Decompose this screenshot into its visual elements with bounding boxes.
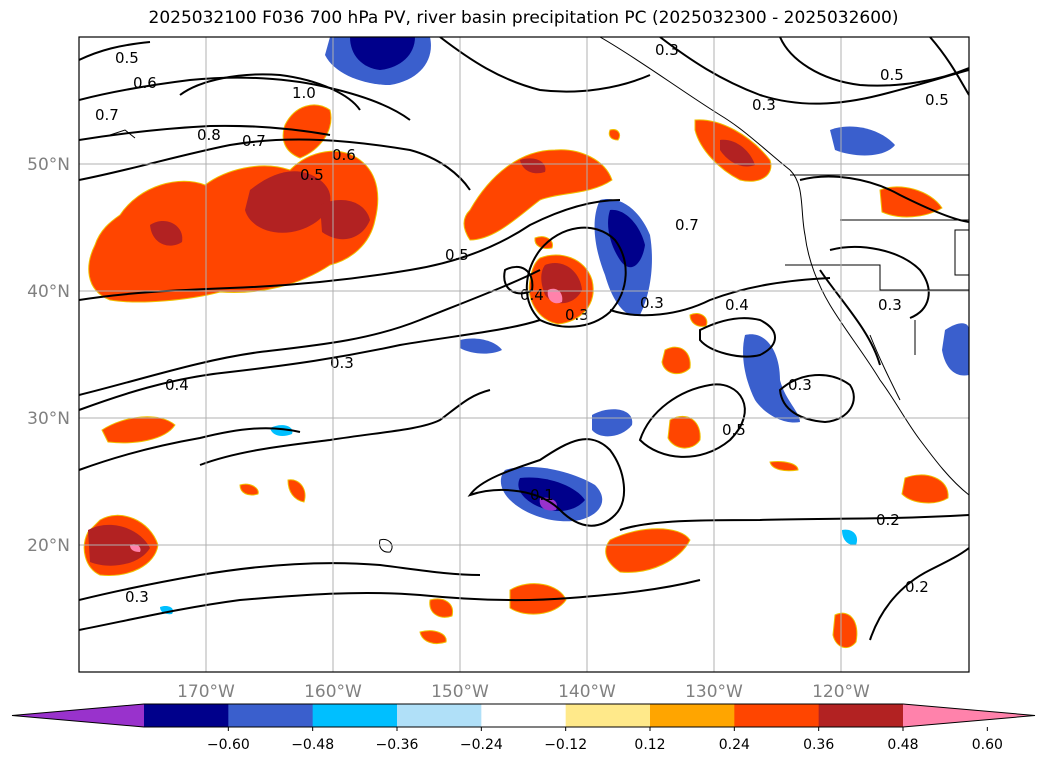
colorbar-tick-label: −0.24 [460, 737, 503, 753]
contour-label: 0.2 [905, 578, 929, 596]
lon-label: 160°W [304, 682, 362, 702]
lon-label: 170°W [177, 682, 235, 702]
colorbar-tick-label: 0.48 [887, 737, 918, 753]
lon-label: 140°W [558, 682, 616, 702]
colorbar-bin [397, 704, 482, 727]
contour-label: 1.0 [292, 84, 316, 102]
contour-label: 0.5 [925, 91, 949, 109]
colorbar-tick-label: −0.48 [291, 737, 334, 753]
latitude-labels: 50°N 40°N 30°N 20°N [27, 155, 70, 556]
contour-label: 0.4 [520, 286, 544, 304]
colorbar-bin [734, 704, 820, 727]
contour-label: 0.5 [722, 421, 746, 439]
colorbar-tick-label: 0.24 [719, 737, 750, 753]
contour-label: 0.3 [878, 296, 902, 314]
lon-label: 130°W [685, 682, 743, 702]
contour-label: 0.7 [242, 132, 266, 150]
contour-label: 0.5 [880, 66, 904, 84]
lat-label: 20°N [27, 536, 70, 556]
lon-label: 120°W [812, 682, 870, 702]
contour-label: 0.3 [788, 376, 812, 394]
contour-label: 0.4 [725, 296, 749, 314]
colorbar-bin [818, 704, 904, 727]
colorbar-tick-label: −0.36 [376, 737, 419, 753]
colorbar-tick-label: 0.60 [972, 737, 1003, 753]
contour-label: 0.3 [655, 41, 679, 59]
longitude-labels: 170°W 160°W 150°W 140°W 130°W 120°W [177, 682, 870, 702]
colorbar-tick-label: −0.60 [207, 737, 250, 753]
pv-contour-labels: 0.5 0.6 0.7 1.0 0.8 0.7 0.6 0.5 0.3 0.5 … [95, 41, 949, 606]
contour-label: 0.3 [330, 354, 354, 372]
contour-label: 0.3 [125, 588, 149, 606]
colorbar-extend-max [903, 704, 1035, 727]
coastlines [109, 37, 969, 553]
lat-label: 40°N [27, 282, 70, 302]
contour-label: 0.3 [752, 96, 776, 114]
colorbar-bin [650, 704, 735, 727]
map-canvas: 0.5 0.6 0.7 1.0 0.8 0.7 0.6 0.5 0.3 0.5 … [79, 37, 969, 672]
contour-label: 0.1 [530, 486, 554, 504]
colorbar-bin [565, 704, 651, 727]
contour-label: 0.8 [197, 126, 221, 144]
lat-label: 50°N [27, 155, 70, 175]
contour-label: 0.3 [640, 294, 664, 312]
lat-label: 30°N [27, 409, 70, 429]
contour-label: 0.7 [675, 216, 699, 234]
colorbar: −0.60 −0.48 −0.36 −0.24 −0.12 0.12 0.24 0.36 0.4… [11, 703, 1036, 753]
colorbar-bin [481, 704, 567, 727]
contour-label: 0.5 [445, 246, 469, 264]
contour-label: 0.5 [115, 49, 139, 67]
contour-label: 0.6 [332, 146, 356, 164]
colorbar-bin [312, 704, 398, 727]
contour-label: 0.5 [300, 166, 324, 184]
contour-label: 0.2 [876, 511, 900, 529]
colorbar-tick-label: 0.12 [634, 737, 665, 753]
contour-label: 0.6 [133, 74, 157, 92]
lon-label: 150°W [431, 682, 489, 702]
colorbar-bin [228, 704, 314, 727]
colorbar-extend-min [12, 704, 144, 727]
contour-label: 0.7 [95, 106, 119, 124]
map-title: 2025032100 F036 700 hPa PV, river basin … [148, 8, 899, 28]
colorbar-tick-label: −0.12 [544, 737, 587, 753]
colorbar-bin [144, 704, 229, 727]
colorbar-outline [11, 703, 1036, 728]
colorbar-tick-label: 0.36 [803, 737, 834, 753]
map-frame [78, 36, 970, 673]
contour-label: 0.4 [165, 376, 189, 394]
graticule [79, 37, 969, 672]
contour-label: 0.3 [565, 306, 589, 324]
